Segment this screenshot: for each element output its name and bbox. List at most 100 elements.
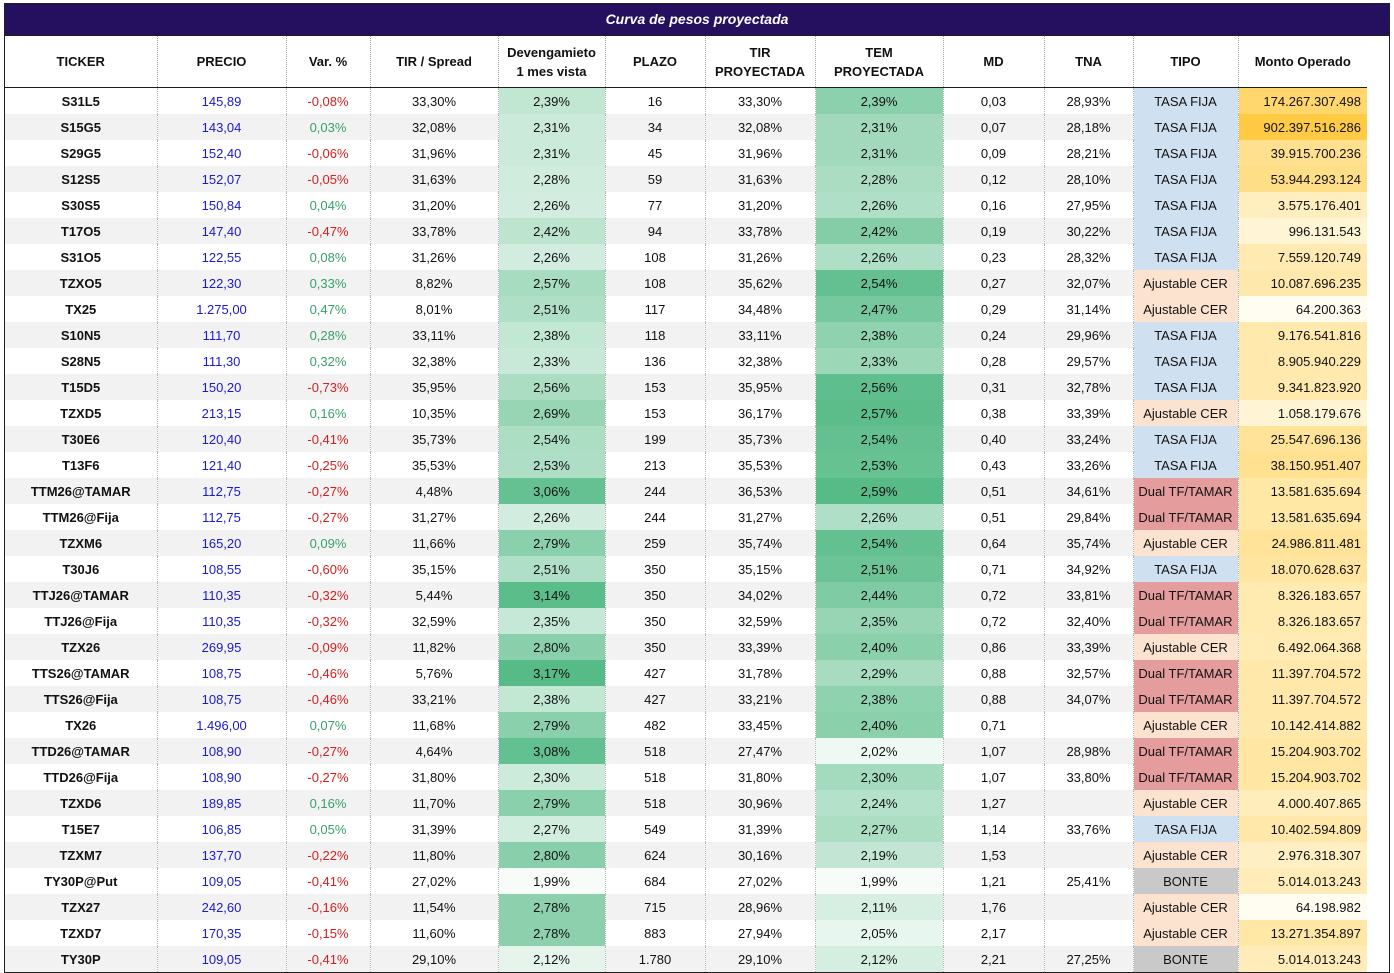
table-row[interactable]: S31O5 122,55 0,08% 31,26% 2,26% 108 31,26% 2,26… [5, 244, 1394, 270]
header-plazo[interactable]: PLAZO [604, 36, 705, 88]
cell-tem-proyectada: 2,05% [814, 920, 943, 946]
cell-plazo: 883 [604, 920, 705, 946]
cell-var: -0,41% [285, 426, 370, 452]
table-row[interactable]: T15D5 150,20 -0,73% 35,95% 2,56% 153 35,95% 2,5… [5, 374, 1394, 400]
cell-tir-spread: 11,60% [369, 920, 498, 946]
table-row[interactable]: TTD26@Fija 108,90 -0,27% 31,80% 2,30% 518 31,8… [5, 764, 1394, 790]
cell-var: 0,07% [285, 712, 370, 738]
cell-tna: 31,14% [1043, 296, 1133, 322]
table-row[interactable]: TTS26@Fija 108,75 -0,46% 33,21% 2,38% 427 33,2… [5, 686, 1394, 712]
cell-tem-proyectada: 2,56% [814, 374, 943, 400]
header-precio[interactable]: PRECIO [156, 36, 286, 88]
table-row[interactable]: TTS26@TAMAR 108,75 -0,46% 5,76% 3,17% 427 31,7… [5, 660, 1394, 686]
header-tipo[interactable]: TIPO [1132, 36, 1238, 88]
cell-devengamiento: 2,31% [497, 114, 605, 140]
cell-ticker: TTM26@TAMAR [5, 478, 157, 504]
header-tir-proyectada[interactable]: TIR PROYECTADA [704, 36, 815, 88]
cell-var: 0,09% [285, 530, 370, 556]
table-row[interactable]: S29G5 152,40 -0,06% 31,96% 2,31% 45 31,96% 2,31… [5, 140, 1394, 166]
table-row[interactable]: TZXD5 213,15 0,16% 10,35% 2,69% 153 36,17% 2,57… [5, 400, 1394, 426]
header-monto-operado[interactable]: Monto Operado [1237, 36, 1367, 88]
table-row[interactable]: TY30P@Put 109,05 -0,41% 27,02% 1,99% 684 27,02… [5, 868, 1394, 894]
cell-tna [1043, 790, 1133, 816]
cell-precio: 112,75 [156, 478, 286, 504]
header-ticker[interactable]: TICKER [5, 36, 157, 88]
cell-precio: 108,75 [156, 660, 286, 686]
cell-tna: 32,40% [1043, 608, 1133, 634]
cell-precio: 108,55 [156, 556, 286, 582]
table-row[interactable]: TZX26 269,95 -0,09% 11,82% 2,80% 350 33,39% 2,4… [5, 634, 1394, 660]
table-row[interactable]: T13F6 121,40 -0,25% 35,53% 2,53% 213 35,53% 2,5… [5, 452, 1394, 478]
cell-tna: 29,96% [1043, 322, 1133, 348]
cell-tem-proyectada: 2,40% [814, 634, 943, 660]
cell-ticker: S10N5 [5, 322, 157, 348]
table-row[interactable]: TTJ26@TAMAR 110,35 -0,32% 5,44% 3,14% 350 34,0… [5, 582, 1394, 608]
header-tna[interactable]: TNA [1043, 36, 1133, 88]
cell-tir-proyectada: 32,38% [704, 348, 815, 374]
table-row[interactable]: TTD26@TAMAR 108,90 -0,27% 4,64% 3,08% 518 27,4… [5, 738, 1394, 764]
cell-md: 0,31 [942, 374, 1044, 400]
cell-precio: 122,30 [156, 270, 286, 296]
cell-md: 0,71 [942, 556, 1044, 582]
cell-plazo: 153 [604, 400, 705, 426]
cell-md: 1,53 [942, 842, 1044, 868]
cell-tipo: TASA FIJA [1132, 816, 1238, 842]
cell-monto-operado: 2.976.318.307 [1237, 842, 1367, 868]
table-row[interactable]: T30E6 120,40 -0,41% 35,73% 2,54% 199 35,73% 2,5… [5, 426, 1394, 452]
cell-md: 0,88 [942, 686, 1044, 712]
cell-tir-spread: 31,63% [369, 166, 498, 192]
table-row[interactable]: S15G5 143,04 0,03% 32,08% 2,31% 34 32,08% 2,31%… [5, 114, 1394, 140]
table-row[interactable]: TZXM6 165,20 0,09% 11,66% 2,79% 259 35,74% 2,54… [5, 530, 1394, 556]
cell-monto-operado: 11.397.704.572 [1237, 660, 1367, 686]
table-row[interactable]: TZXM7 137,70 -0,22% 11,80% 2,80% 624 30,16% 2,1… [5, 842, 1394, 868]
cell-tipo: Dual TF/TAMAR [1132, 478, 1238, 504]
table-row[interactable]: TX25 1.275,00 0,47% 8,01% 2,51% 117 34,48% 2,47… [5, 296, 1394, 322]
table-row[interactable]: TTJ26@Fija 110,35 -0,32% 32,59% 2,35% 350 32,5… [5, 608, 1394, 634]
cell-plazo: 624 [604, 842, 705, 868]
cell-tir-proyectada: 31,63% [704, 166, 815, 192]
cell-ticker: TZXD5 [60, 405, 102, 421]
cell-ticker: TTS26@TAMAR [31, 665, 130, 681]
header-devengamiento[interactable]: Devengamieto 1 mes vista [497, 36, 605, 88]
cell-tir-proyectada: 33,78% [704, 218, 815, 244]
table-row[interactable]: TZXO5 122,30 0,33% 8,82% 2,57% 108 35,62% 2,54%… [5, 270, 1394, 296]
cell-monto-operado: 7.559.120.749 [1237, 244, 1367, 270]
table-row[interactable]: TTM26@TAMAR 112,75 -0,27% 4,48% 3,06% 244 36,5… [5, 478, 1394, 504]
cell-precio: 213,15 [156, 400, 286, 426]
cell-plazo: 117 [604, 296, 705, 322]
table-row[interactable]: T17O5 147,40 -0,47% 33,78% 2,42% 94 33,78% 2,42… [5, 218, 1394, 244]
table-row[interactable]: S10N5 111,70 0,28% 33,11% 2,38% 118 33,11% 2,38… [5, 322, 1394, 348]
table-row[interactable]: TTM26@Fija 112,75 -0,27% 31,27% 2,26% 244 31,2… [5, 504, 1394, 530]
table-row[interactable]: T15E7 106,85 0,05% 31,39% 2,27% 549 31,39% 2,27… [5, 816, 1394, 842]
table-row[interactable]: TZXD7 170,35 -0,15% 11,60% 2,78% 883 27,94% 2,0… [5, 920, 1394, 946]
table-row[interactable]: S30S5 150,84 0,04% 31,20% 2,26% 77 31,20% 2,26%… [5, 192, 1394, 218]
cell-ticker: S31O5 [60, 249, 101, 265]
table-row[interactable]: S28N5 111,30 0,32% 32,38% 2,33% 136 32,38% 2,33… [5, 348, 1394, 374]
cell-var: -0,16% [285, 894, 370, 920]
table-row[interactable]: S31L5 145,89 -0,08% 33,30% 2,39% 16 33,30% 2,39… [5, 87, 1394, 114]
table-row[interactable]: TZX27 242,60 -0,16% 11,54% 2,78% 715 28,96% 2,1… [5, 894, 1394, 920]
cell-precio: 110,35 [156, 608, 286, 634]
table-row[interactable]: S12S5 152,07 -0,05% 31,63% 2,28% 59 31,63% 2,28… [5, 166, 1394, 192]
cell-md: 1,21 [942, 868, 1044, 894]
cell-devengamiento: 2,26% [497, 192, 605, 218]
cell-tna: 33,76% [1043, 816, 1133, 842]
cell-monto-operado: 174.267.307.498 [1237, 87, 1367, 114]
header-var[interactable]: Var. % [285, 36, 370, 88]
cell-precio: 170,35 [156, 920, 286, 946]
cell-devengamiento: 2,51% [497, 296, 605, 322]
table-row[interactable]: TY30P 109,05 -0,41% 29,10% 2,12% 1.780 29,10% 2… [5, 946, 1394, 972]
cell-tem-proyectada: 2,38% [814, 686, 943, 712]
cell-tir-proyectada: 27,47% [704, 738, 815, 764]
header-md[interactable]: MD [942, 36, 1044, 88]
cell-md: 0,38 [942, 400, 1044, 426]
header-tem-proyectada[interactable]: TEM PROYECTADA [814, 36, 943, 88]
cell-md: 0,72 [942, 582, 1044, 608]
cell-plazo: 16 [604, 87, 705, 114]
header-tir-spread[interactable]: TIR / Spread [369, 36, 498, 88]
cell-tir-proyectada: 35,74% [704, 530, 815, 556]
table-row[interactable]: TZXD6 189,85 0,16% 11,70% 2,79% 518 30,96% 2,24… [5, 790, 1394, 816]
table-row[interactable]: T30J6 108,55 -0,60% 35,15% 2,51% 350 35,15% 2,5… [5, 556, 1394, 582]
table-row[interactable]: TX26 1.496,00 0,07% 11,68% 2,79% 482 33,45% 2,4… [5, 712, 1394, 738]
cell-plazo: 427 [604, 686, 705, 712]
